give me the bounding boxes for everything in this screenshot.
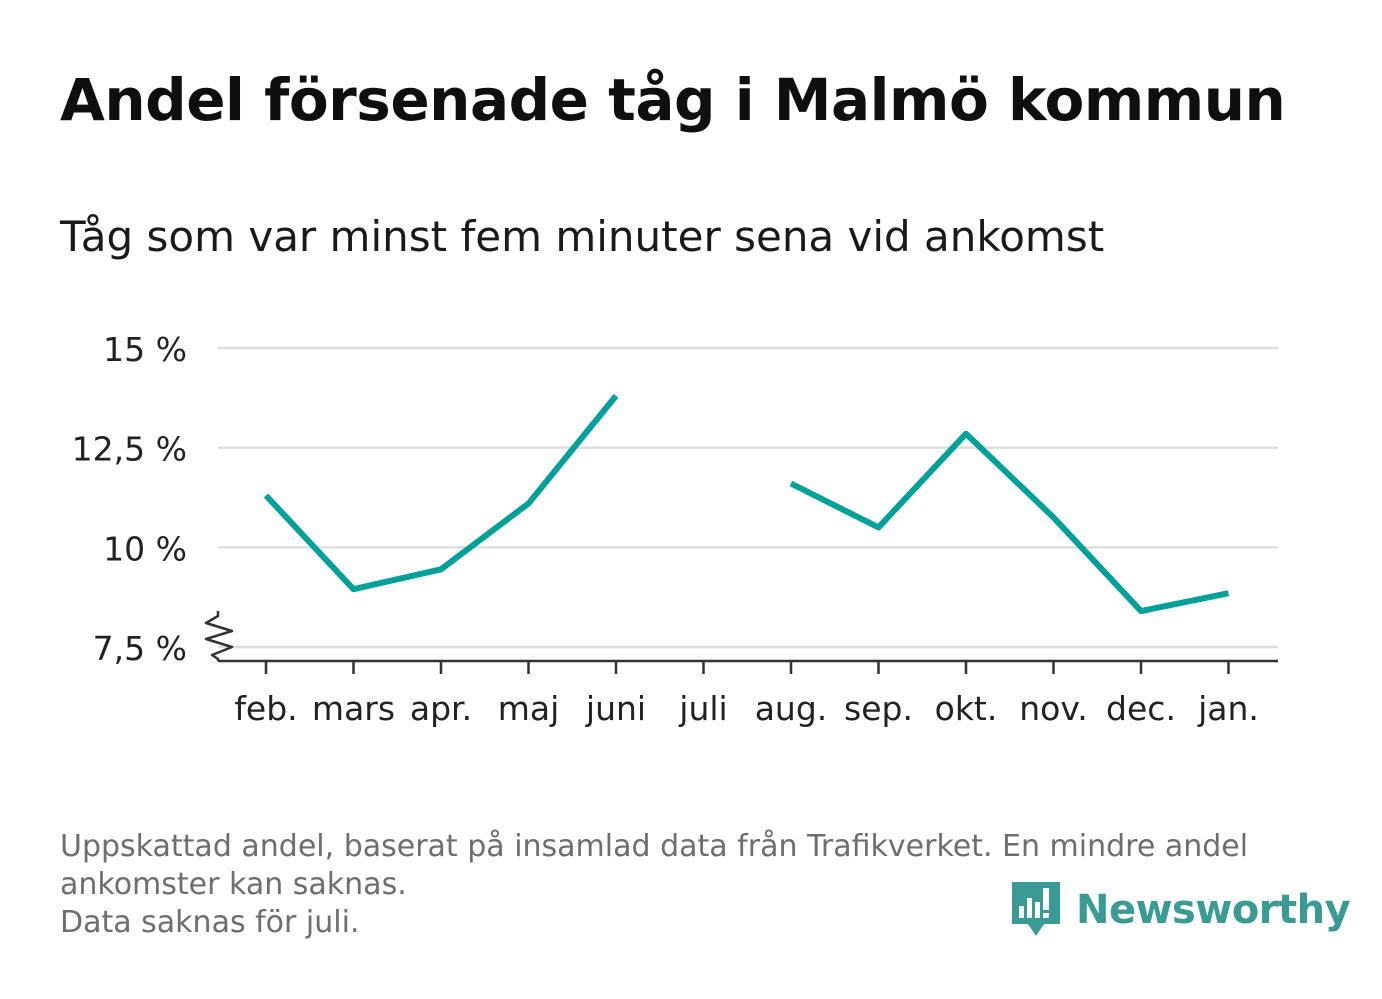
data-point	[351, 586, 357, 592]
data-point	[1226, 590, 1232, 596]
y-tick-label: 15 %	[103, 330, 187, 369]
chart-footnote: Uppskattad andel, baserat på insamlad da…	[60, 828, 1320, 942]
newsworthy-logo-icon	[1012, 882, 1060, 936]
data-point	[1138, 608, 1144, 614]
x-tick-label: apr.	[410, 689, 472, 728]
x-tick-label: mars	[312, 689, 395, 728]
y-tick-label: 7,5 %	[93, 629, 187, 668]
x-tick-label: jan.	[1197, 689, 1259, 728]
data-point	[438, 566, 444, 572]
series-line	[789, 430, 1230, 615]
x-tick-label: juli	[678, 689, 727, 728]
x-tick-label: nov.	[1019, 689, 1088, 728]
data-point	[613, 393, 619, 399]
x-tick-label: juni	[585, 689, 646, 728]
data-point	[788, 481, 794, 487]
footnote-line-3: Data saknas för juli.	[60, 905, 360, 940]
x-tick-label: okt.	[935, 689, 998, 728]
x-tick-label: aug.	[755, 689, 828, 728]
data-point	[526, 501, 532, 507]
x-tick-label: maj	[498, 689, 560, 728]
footnote-line-2: ankomster kan saknas.	[60, 867, 407, 902]
y-tick-label: 12,5 %	[72, 430, 187, 469]
x-tick-label: feb.	[234, 689, 297, 728]
newsworthy-logo: Newsworthy	[1010, 878, 1351, 942]
data-point	[1051, 514, 1057, 520]
logo-text: Newsworthy	[1076, 887, 1351, 933]
x-tick-label: dec.	[1106, 689, 1176, 728]
y-tick-label: 10 %	[103, 529, 187, 568]
footnote-line-1: Uppskattad andel, baserat på insamlad da…	[60, 829, 1249, 864]
chart-title: Andel försenade tåg i Malmö kommun	[60, 66, 1286, 134]
x-tick-label: sep.	[844, 689, 913, 728]
axis-break-icon	[204, 611, 234, 661]
chart-subtitle: Tåg som var minst fem minuter sena vid a…	[60, 212, 1105, 261]
data-point	[263, 493, 269, 499]
series-line	[263, 393, 619, 593]
data-point	[876, 524, 882, 530]
data-point	[963, 431, 969, 437]
